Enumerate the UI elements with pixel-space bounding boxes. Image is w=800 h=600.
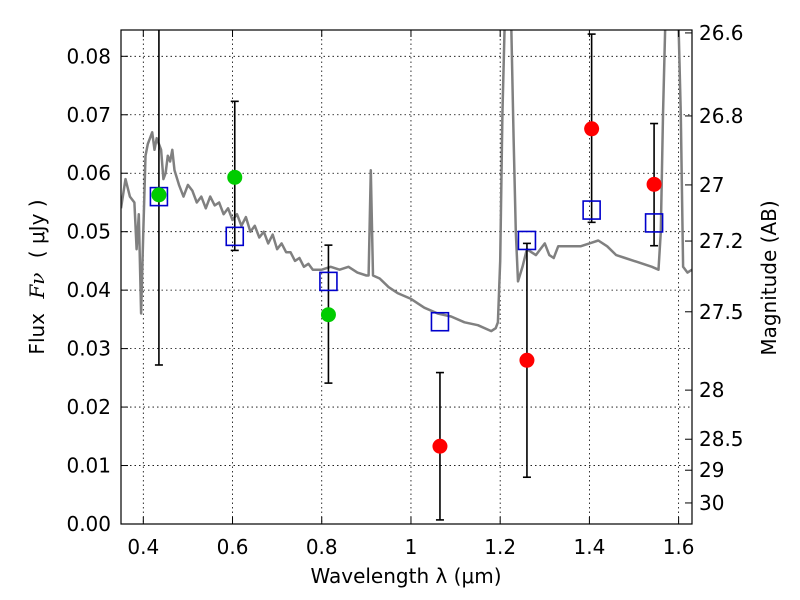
magnitude-tick-label: 28 bbox=[699, 378, 724, 402]
y-tick-label: 0.01 bbox=[66, 454, 111, 478]
model-band-square bbox=[582, 200, 601, 220]
y-tick-label: 0.00 bbox=[66, 512, 111, 536]
model-band-square bbox=[644, 213, 664, 233]
x-tick-label: 1.6 bbox=[663, 535, 695, 559]
magnitude-tick-label: 30 bbox=[699, 491, 724, 515]
template-spectrum bbox=[121, 30, 692, 333]
x-tick-label: 1.4 bbox=[573, 535, 605, 559]
y-axis-label-unit: ( μJy ) bbox=[25, 199, 49, 258]
y-axis-label-right: Magnitude (AB) bbox=[757, 200, 781, 355]
plot-frame bbox=[120, 29, 693, 525]
model-band-square bbox=[430, 311, 450, 332]
optical-detection-point bbox=[227, 169, 243, 185]
nir-detection-point bbox=[584, 121, 600, 137]
x-axis-label: Wavelength λ (μm) bbox=[310, 564, 501, 588]
model-band-square bbox=[225, 226, 245, 247]
y-tick-label: 0.05 bbox=[66, 220, 111, 244]
y-tick-label: 0.04 bbox=[66, 278, 111, 302]
spectrum-line bbox=[121, 30, 692, 333]
magnitude-tick-label: 28.5 bbox=[699, 427, 744, 451]
optical-detection-point bbox=[320, 307, 336, 323]
y-tick-label: 0.06 bbox=[66, 161, 111, 185]
magnitude-tick-label: 26.8 bbox=[699, 104, 744, 128]
nir-detection-point bbox=[432, 438, 448, 454]
error-bars bbox=[154, 30, 659, 521]
nir-detection-point bbox=[519, 352, 535, 368]
x-tick-label: 0.4 bbox=[127, 535, 159, 559]
magnitude-tick-label: 27 bbox=[699, 173, 724, 197]
data-markers bbox=[149, 121, 664, 454]
nir-detection-point bbox=[646, 176, 662, 192]
magnitude-tick-label: 27.2 bbox=[699, 229, 744, 253]
x-tick-label: 1.2 bbox=[484, 535, 516, 559]
y-tick-label: 0.08 bbox=[66, 44, 111, 68]
model-band-square bbox=[319, 271, 338, 292]
y-axis-label-symbol: Fν bbox=[25, 273, 49, 300]
y-axis-label-left: Flux Fν ( μJy ) bbox=[25, 199, 49, 354]
magnitude-tick-label: 29 bbox=[699, 458, 724, 482]
x-tick-label: 1 bbox=[405, 535, 418, 559]
magnitude-tick-label: 27.5 bbox=[699, 300, 744, 324]
y-tick-label: 0.03 bbox=[66, 337, 111, 361]
optical-detection-point bbox=[151, 187, 167, 203]
y-tick-label: 0.07 bbox=[66, 103, 111, 127]
magnitude-tick-label: 26.6 bbox=[699, 21, 744, 45]
y-tick-label: 0.02 bbox=[66, 395, 111, 419]
model-band-square bbox=[517, 230, 537, 251]
y-axis-label-prefix: Flux bbox=[25, 313, 49, 355]
x-tick-label: 0.8 bbox=[306, 535, 338, 559]
x-tick-label: 0.6 bbox=[217, 535, 249, 559]
axis-ticks: 0.4 0.6 0.8 1 1.2 1.4 1.6 0.00 0.01 0.02 0.03 0.04 0… bbox=[66, 21, 743, 559]
